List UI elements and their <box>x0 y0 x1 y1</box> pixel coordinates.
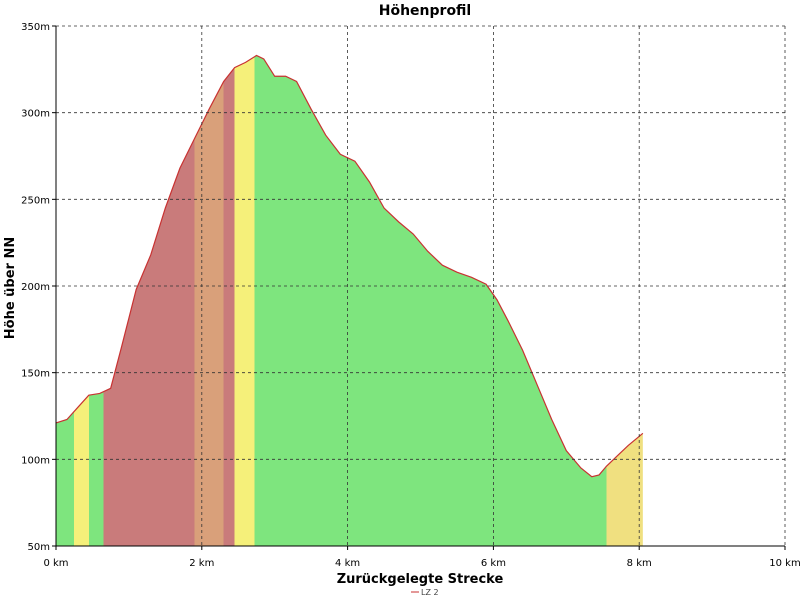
y-tick-label: 150m <box>21 369 50 380</box>
x-tick-label: 4 km <box>335 558 360 569</box>
legend: LZ 2 <box>411 588 439 597</box>
plot-area <box>55 54 644 546</box>
legend-label-lz2: LZ 2 <box>421 588 439 597</box>
axes: 0 km 2 km 4 km 6 km 8 km 10 km 50m 100m 150m 200m… <box>21 22 800 569</box>
y-tick-label: 300m <box>21 109 50 120</box>
x-tick-label: 2 km <box>189 558 214 569</box>
y-tick-label: 250m <box>21 195 50 206</box>
y-tick-label: 100m <box>21 455 50 466</box>
elevation-area-fill <box>56 55 643 546</box>
grid-lines <box>55 25 786 547</box>
chart-title: Höhenprofil <box>379 3 471 19</box>
x-axis-title: Zurückgelegte Strecke <box>337 572 504 587</box>
y-axis-title: Höhe über NN <box>3 237 18 339</box>
x-tick-label: 8 km <box>627 558 652 569</box>
y-tick-label: 350m <box>21 22 50 33</box>
x-tick-label: 0 km <box>43 558 68 569</box>
x-tick-label: 6 km <box>481 558 506 569</box>
y-tick-label: 200m <box>21 282 50 293</box>
y-tick-label: 50m <box>28 542 50 553</box>
elevation-line-lz2 <box>55 54 644 478</box>
x-tick-label: 10 km <box>769 558 800 569</box>
